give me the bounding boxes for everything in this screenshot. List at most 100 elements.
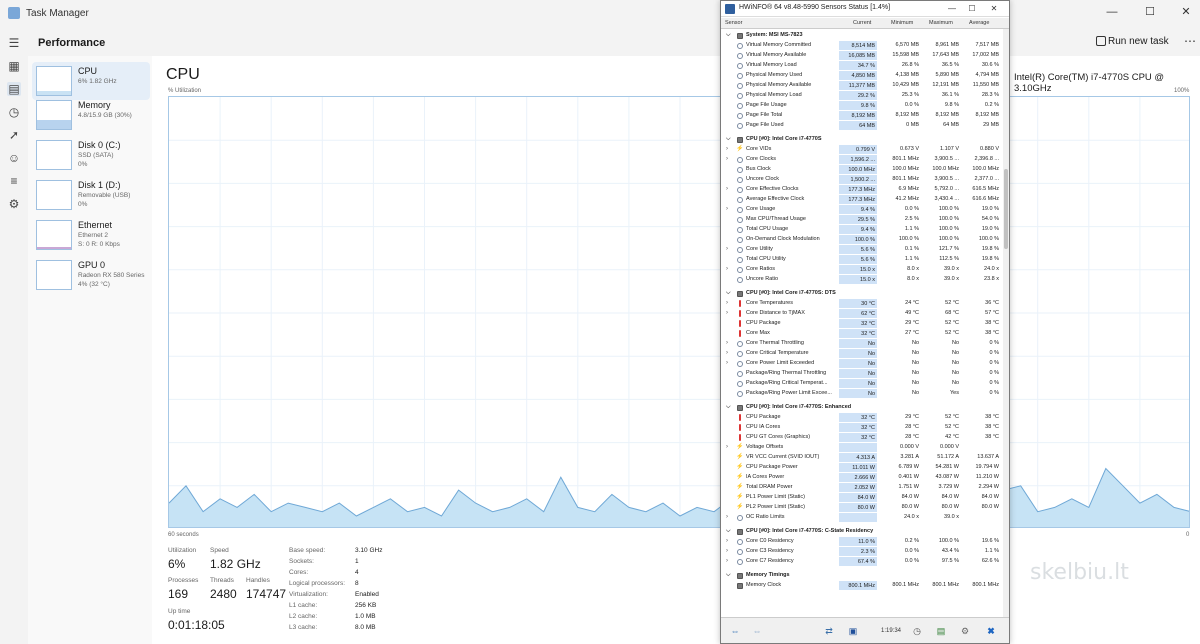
expand-chevron-icon[interactable]: › <box>726 350 728 356</box>
startup-apps-icon[interactable]: ➚ <box>8 128 20 142</box>
sensor-row[interactable]: › Core Thermal Throttling No No No 0 % <box>721 339 1003 349</box>
expand-chevron-icon[interactable]: › <box>726 300 728 306</box>
sensor-row[interactable]: Virtual Memory Load 34.7 % 26.8 % 36.5 % 30.… <box>721 61 1003 71</box>
maximize-button[interactable]: ☐ <box>1145 6 1155 18</box>
sensor-row[interactable]: › Core Effective Clocks 177.3 MHz 6.9 MHz 5,… <box>721 185 1003 195</box>
exit-icon[interactable]: ✖ <box>987 626 995 636</box>
sensor-row[interactable]: ⚡ Total DRAM Power 2.052 W 1.751 W 3.729 W 2.… <box>721 483 1003 493</box>
column-current[interactable]: Current <box>853 20 872 26</box>
minimize-button[interactable]: — <box>1106 6 1118 18</box>
column-average[interactable]: Average <box>969 20 990 26</box>
performance-icon[interactable]: ▤ <box>7 82 21 96</box>
expand-chevron-icon[interactable]: › <box>726 538 728 544</box>
sensor-row[interactable]: ⚡ CPU Package Power 11.011 W 6.789 W 54.281 … <box>721 463 1003 473</box>
sensor-row[interactable]: Package/Ring Thermal Throttling No No No 0 % <box>721 369 1003 379</box>
sensor-row[interactable]: CPU GT Cores (Graphics) 32 °C 28 °C 42 °C 38… <box>721 433 1003 443</box>
details-icon[interactable]: ≡ <box>10 174 18 188</box>
sensor-row[interactable]: Total CPU Usage 9.4 % 1.1 % 100.0 % 19.0 % <box>721 225 1003 235</box>
sensor-group-row[interactable]: ⌵ CPU [#0]: Intel Core i7-4770S: C-State … <box>721 527 1003 537</box>
hwinfo-minimize-button[interactable]: — <box>948 4 956 13</box>
sensor-row[interactable]: › Core Temperatures 30 °C 24 °C 52 °C 36 °C <box>721 299 1003 309</box>
collapse-chevron-icon[interactable]: ⌵ <box>726 32 731 38</box>
sensor-row[interactable]: › Core Ratios 15.0 x 8.0 x 39.0 x 24.0 x <box>721 265 1003 275</box>
sensor-row[interactable]: › Core Usage 9.4 % 0.0 % 100.0 % 19.0 % <box>721 205 1003 215</box>
close-button[interactable]: ✕ <box>1181 6 1191 18</box>
sensor-row[interactable]: Uncore Ratio 15.0 x 8.0 x 39.0 x 23.8 x <box>721 275 1003 285</box>
expand-chevron-icon[interactable]: › <box>726 186 728 192</box>
sensor-row[interactable]: CPU IA Cores 32 °C 28 °C 52 °C 38 °C <box>721 423 1003 433</box>
sensor-row[interactable]: Max CPU/Thread Usage 29.5 % 2.5 % 100.0 % 54… <box>721 215 1003 225</box>
sensor-row[interactable]: CPU Package 32 °C 29 °C 52 °C 38 °C <box>721 413 1003 423</box>
sensor-row[interactable]: › Core Distance to TjMAX 62 °C 49 °C 68 °C 57… <box>721 309 1003 319</box>
scrollbar-thumb[interactable] <box>1004 169 1008 249</box>
device-disk0[interactable]: Disk 0 (C:) SSD (SATA) 0% <box>32 136 150 174</box>
expand-chevron-icon[interactable]: › <box>726 558 728 564</box>
sensor-row[interactable]: Page File Usage 9.8 % 0.0 % 9.8 % 0.2 % <box>721 101 1003 111</box>
collapse-chevron-icon[interactable]: ⌵ <box>726 404 731 410</box>
sensor-group-row[interactable]: ⌵ CPU [#0]: Intel Core i7-4770S: DTS <box>721 289 1003 299</box>
expand-chevron-icon[interactable]: › <box>726 548 728 554</box>
sensor-row[interactable]: Package/Ring Critical Temperat... No No No 0… <box>721 379 1003 389</box>
expand-chevron-icon[interactable]: › <box>726 514 728 520</box>
sensor-row[interactable]: CPU Package 32 °C 29 °C 52 °C 38 °C <box>721 319 1003 329</box>
clock-icon[interactable]: ◷ <box>913 626 921 636</box>
expand-chevron-icon[interactable]: › <box>726 340 728 346</box>
sensor-row[interactable]: › Core Power Limit Exceeded No No No 0 % <box>721 359 1003 369</box>
device-gpu0[interactable]: GPU 0 Radeon RX 580 Series 4% (32 °C) <box>32 256 150 294</box>
sensor-row[interactable]: › Core Critical Temperature No No No 0 % <box>721 349 1003 359</box>
sensor-row[interactable]: Page File Used 64 MB 0 MB 64 MB 29 MB <box>721 121 1003 131</box>
sensor-row[interactable]: Average Effective Clock 177.3 MHz 41.2 MHz… <box>721 195 1003 205</box>
run-task-icon[interactable] <box>1096 36 1106 46</box>
sensor-row[interactable]: Uncore Clock 1,500.2 ... 801.1 MHz 3,900.5 … <box>721 175 1003 185</box>
sensor-row[interactable]: › Core Utility 5.6 % 0.1 % 121.7 % 19.8 % <box>721 245 1003 255</box>
sensor-row[interactable]: ⚡ PL1 Power Limit (Static) 84.0 W 84.0 W 84.… <box>721 493 1003 503</box>
column-minimum[interactable]: Minimum <box>891 20 914 26</box>
nav-collapse-icon[interactable]: ⇔ <box>752 626 762 636</box>
expand-chevron-icon[interactable]: › <box>726 310 728 316</box>
collapse-chevron-icon[interactable]: ⌵ <box>726 528 731 534</box>
sensor-row[interactable]: Package/Ring Power Limit Excee... No No Yes… <box>721 389 1003 399</box>
sensor-group-row[interactable]: ⌵ Memory Timings <box>721 571 1003 581</box>
sensor-row[interactable]: ⚡ PL2 Power Limit (Static) 80.0 W 80.0 W 80.… <box>721 503 1003 513</box>
run-new-task-button[interactable]: Run new task <box>1108 36 1169 47</box>
sensor-list[interactable]: ⌵ System: MSI MS-7823 Virtual Memory Commi… <box>721 29 1003 617</box>
sensor-row[interactable]: › ⚡ Voltage Offsets 0.000 V 0.000 V <box>721 443 1003 453</box>
more-options-icon[interactable]: ⋯ <box>1184 34 1196 48</box>
sensor-row[interactable]: Physical Memory Load 29.2 % 25.3 % 36.1 % 28… <box>721 91 1003 101</box>
expand-chevron-icon[interactable]: › <box>726 444 728 450</box>
expand-chevron-icon[interactable]: › <box>726 146 728 152</box>
chip-icon[interactable]: ▣ <box>848 626 858 636</box>
app-history-icon[interactable]: ◷ <box>8 105 20 119</box>
users-icon[interactable]: ☺ <box>7 151 21 165</box>
sensor-row[interactable]: Physical Memory Available 11,377 MB 10,429… <box>721 81 1003 91</box>
sensor-row[interactable]: Virtual Memory Available 16,085 MB 15,598 … <box>721 51 1003 61</box>
sensor-row[interactable]: › OC Ratio Limits 24.0 x 39.0 x <box>721 513 1003 523</box>
expand-chevron-icon[interactable]: › <box>726 246 728 252</box>
device-disk1[interactable]: Disk 1 (D:) Removable (USB) 0% <box>32 176 150 214</box>
sensor-row[interactable]: Core Max 32 °C 27 °C 52 °C 38 °C <box>721 329 1003 339</box>
services-icon[interactable]: ⚙ <box>8 197 20 211</box>
sensor-group-row[interactable]: ⌵ System: MSI MS-7823 <box>721 31 1003 41</box>
processes-icon[interactable]: ▦ <box>8 59 20 73</box>
sensor-scrollbar[interactable] <box>1003 29 1009 617</box>
expand-chevron-icon[interactable]: › <box>726 156 728 162</box>
column-maximum[interactable]: Maximum <box>929 20 953 26</box>
column-sensor[interactable]: Sensor <box>725 20 743 26</box>
sensor-row[interactable]: Total CPU Utility 5.6 % 1.1 % 112.5 % 19.8 % <box>721 255 1003 265</box>
hwinfo-maximize-button[interactable]: ☐ <box>968 4 976 13</box>
sensor-row[interactable]: Physical Memory Used 4,850 MB 4,138 MB 5,89… <box>721 71 1003 81</box>
expand-chevron-icon[interactable]: › <box>726 206 728 212</box>
sensor-row[interactable]: › Core C0 Residency 11.0 % 0.2 % 100.0 % 19.6… <box>721 537 1003 547</box>
sensor-row[interactable]: › Core Clocks 1,596.2 ... 801.1 MHz 3,900.5 … <box>721 155 1003 165</box>
hamburger-menu-icon[interactable]: ☰ <box>8 36 20 50</box>
hwinfo-close-button[interactable]: ✕ <box>990 4 998 13</box>
collapse-chevron-icon[interactable]: ⌵ <box>726 290 731 296</box>
expand-chevron-icon[interactable]: › <box>726 360 728 366</box>
sensor-row[interactable]: › ⚡ Core VIDs 0.799 V 0.673 V 1.107 V 0.880 V <box>721 145 1003 155</box>
sensor-row[interactable]: ⚡ VR VCC Current (SVID IOUT) 4.313 A 3.281 … <box>721 453 1003 463</box>
device-memory[interactable]: Memory 4.8/15.9 GB (30%) <box>32 96 150 134</box>
sensor-row[interactable]: Memory Clock 800.1 MHz 800.1 MHz 800.1 MHz 8… <box>721 581 1003 591</box>
collapse-chevron-icon[interactable]: ⌵ <box>726 572 731 578</box>
expand-chevron-icon[interactable]: › <box>726 266 728 272</box>
sensor-row[interactable]: On-Demand Clock Modulation 100.0 % 100.0 %… <box>721 235 1003 245</box>
